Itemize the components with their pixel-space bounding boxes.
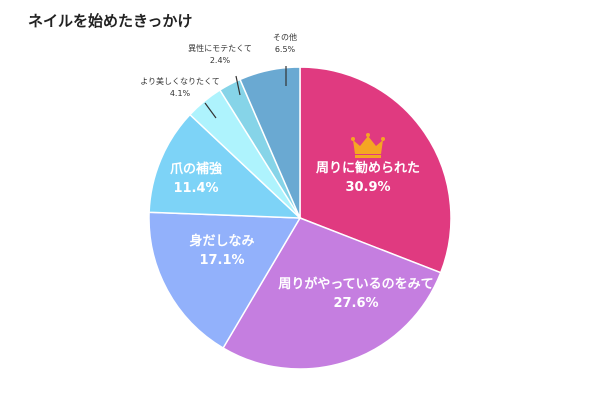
slice-label: その他 bbox=[273, 32, 297, 42]
slice-label: 爪の補強 bbox=[170, 161, 222, 177]
pie-slice-1 bbox=[299, 66, 452, 274]
slice-value-label: 4.1% bbox=[170, 89, 191, 98]
chart-title: ネイルを始めたきっかけ bbox=[28, 12, 193, 30]
slice-value-label: 6.5% bbox=[275, 45, 296, 54]
slice-value-label: 2.4% bbox=[210, 56, 231, 65]
slice-label: 周りがやっているのをみて bbox=[278, 276, 433, 292]
pie-slice-3 bbox=[148, 211, 302, 349]
slice-value-label: 11.4% bbox=[173, 181, 218, 196]
slice-label: 周りに勧められた bbox=[316, 160, 420, 176]
pie-slice-4 bbox=[148, 113, 302, 219]
slice-value-label: 27.6% bbox=[333, 296, 378, 311]
pie-slice-7 bbox=[239, 66, 301, 219]
slice-label: 異性にモテたくて bbox=[188, 43, 252, 53]
slice-value-label: 30.9% bbox=[345, 180, 390, 195]
crown-icon bbox=[351, 133, 385, 158]
leader-line bbox=[235, 75, 241, 96]
pie-slice-2 bbox=[222, 217, 442, 370]
slice-label: より美しくなりたくて bbox=[140, 76, 220, 86]
leader-line bbox=[204, 102, 217, 119]
slice-label: 身だしなみ bbox=[189, 233, 254, 249]
slice-value-label: 17.1% bbox=[199, 253, 244, 268]
